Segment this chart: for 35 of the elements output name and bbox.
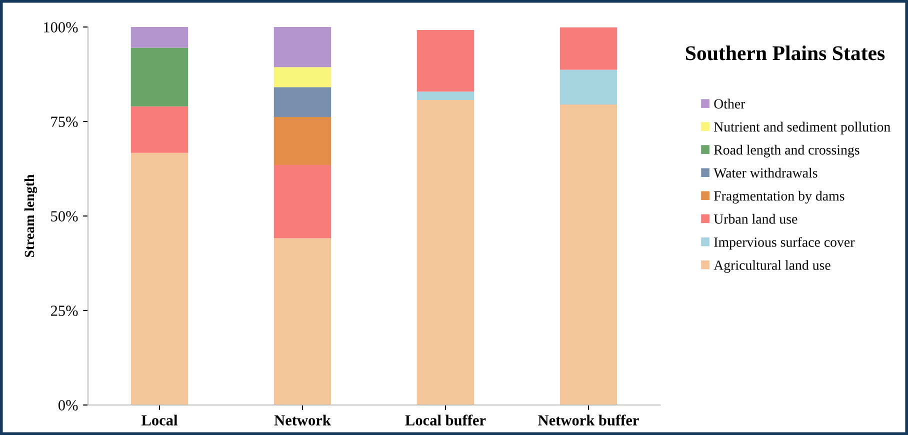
bar [274, 87, 332, 117]
legend-label: Road length and crossings [714, 144, 860, 158]
bar [416, 30, 474, 92]
text: Southern Plains States [686, 46, 885, 60]
bar [274, 27, 332, 68]
y-tick-label: 25% [50, 306, 78, 316]
x-tick-label: Network [274, 414, 331, 426]
legend-label: Water withdrawals [714, 168, 818, 178]
bar [130, 48, 188, 106]
y-tick-label: 50% [51, 211, 78, 222]
bar [274, 164, 332, 238]
x-tick-label: Local [142, 414, 178, 426]
legend-label: Nutrient and sediment pollution [714, 122, 890, 134]
bar [274, 238, 332, 405]
x-tick-label: Network buffer [538, 414, 639, 426]
bar [130, 27, 188, 48]
bar [560, 70, 618, 104]
bar [560, 104, 618, 405]
bar [274, 67, 332, 88]
y-tick-label: 0% [58, 400, 78, 410]
bar [560, 27, 618, 70]
y-tick-label: 100% [44, 22, 78, 32]
y-axis-title: Stream length [24, 174, 38, 257]
bar [130, 152, 188, 405]
bar [416, 100, 474, 405]
bar [274, 116, 332, 165]
legend-label: Impervious surface cover [714, 236, 855, 250]
legend-label: Other [714, 98, 746, 109]
legend-label: Fragmentation by dams [714, 190, 844, 204]
y-tick-label: 75% [51, 116, 78, 127]
legend-label: Agricultural land use [714, 260, 830, 273]
bar [416, 92, 474, 100]
bar [130, 106, 188, 153]
x-tick-label: Local buffer [405, 414, 486, 426]
legend-label: Urban land use [714, 214, 798, 224]
